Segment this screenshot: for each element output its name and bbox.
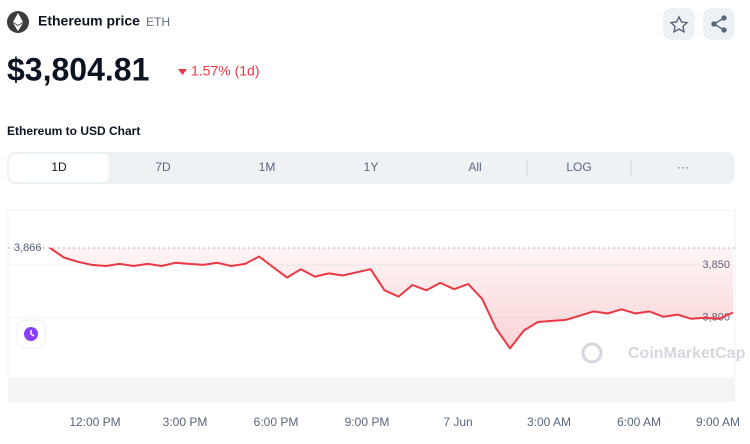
- tab[interactable]: 1M: [259, 160, 276, 174]
- x-tick-label: 3:00 PM: [163, 415, 208, 429]
- title: Ethereum price: [38, 13, 140, 29]
- history-hands: [30, 330, 35, 337]
- tab[interactable]: 7D: [155, 160, 171, 174]
- tab[interactable]: 1D: [51, 160, 67, 174]
- price-change: 1.57% (1d): [191, 63, 259, 79]
- x-tick-label: 9:00 PM: [345, 415, 390, 429]
- watermark: CoinMarketCap: [628, 345, 746, 362]
- price-line: [49, 247, 734, 350]
- tab[interactable]: 1Y: [364, 160, 379, 174]
- share-icon: [711, 15, 727, 33]
- tab-bar: [7, 152, 735, 184]
- watermark-logo: [581, 342, 603, 364]
- tab[interactable]: ···: [677, 160, 689, 174]
- x-tick-label: 6:00 AM: [617, 415, 661, 429]
- tab-selected[interactable]: [9, 154, 109, 182]
- volume-band: [8, 378, 735, 402]
- star-icon: [669, 15, 689, 34]
- x-tick-label: 6:00 PM: [254, 415, 299, 429]
- x-tick-label: 3:00 AM: [527, 415, 571, 429]
- down-arrow: [178, 69, 187, 75]
- ticker: ETH: [146, 15, 170, 29]
- x-tick-label: 9:00 AM: [696, 415, 740, 429]
- reference-label: 3,866: [14, 242, 42, 254]
- area: [50, 248, 733, 349]
- x-tick-label: 12:00 PM: [69, 415, 120, 429]
- chart-label: Ethereum to USD Chart: [7, 124, 140, 138]
- tab[interactable]: All: [468, 160, 481, 174]
- star-button[interactable]: [663, 8, 695, 40]
- tab[interactable]: LOG: [566, 160, 591, 174]
- eth-icon: [7, 11, 29, 33]
- price: $3,804.81: [7, 51, 149, 87]
- x-tick-label: 7 Jun: [443, 415, 472, 429]
- share-button[interactable]: [703, 8, 735, 40]
